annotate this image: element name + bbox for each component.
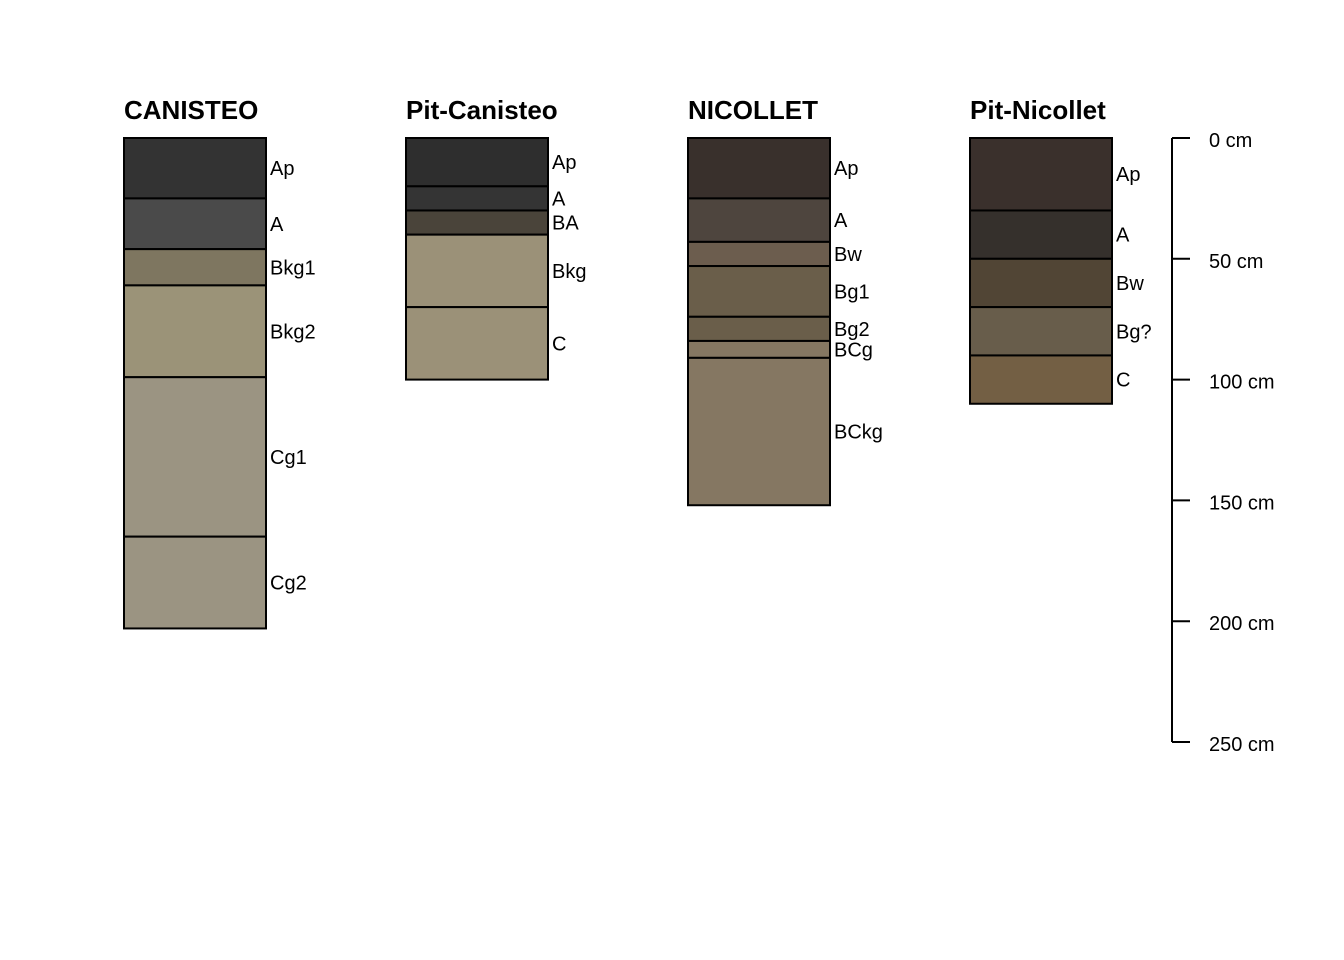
horizon-bw: [687, 240, 831, 268]
horizon-ap: [687, 137, 831, 200]
profile-pit-canisteo: Pit-Canisteo Ap A BA Bkg C: [405, 95, 586, 381]
depth-tick-label: 0 cm: [1209, 130, 1252, 152]
horizon-bckg: [687, 356, 831, 507]
horizon-bg1: [687, 265, 831, 318]
horizon-bcg: [687, 339, 831, 359]
horizon-cg2: [123, 535, 267, 630]
horizon-label: Bw: [834, 244, 862, 266]
horizon-ap: [969, 137, 1113, 212]
depth-tick-label: 200 cm: [1209, 613, 1275, 635]
horizon-a: [687, 197, 831, 243]
depth-tick-label: 250 cm: [1209, 734, 1275, 756]
horizon-label: A: [270, 214, 284, 236]
horizon-label: Cg1: [270, 447, 307, 469]
profile-name: Pit-Canisteo: [406, 95, 558, 125]
horizon-label: Bg?: [1116, 321, 1152, 343]
horizon-label: Ap: [270, 158, 294, 180]
horizon-label: Cg2: [270, 573, 307, 595]
profiles-layer: CANISTEO Ap A Bkg1 Bkg2 Cg1 Cg2 Pit-Canisteo Ap A…: [123, 95, 1152, 630]
horizon-bkg1: [123, 248, 267, 287]
horizon-label: Ap: [1116, 164, 1140, 186]
horizon-label: Ap: [552, 152, 576, 174]
depth-tick-label: 50 cm: [1209, 251, 1263, 273]
profile-name: CANISTEO: [124, 95, 258, 125]
horizon-bg2: [687, 315, 831, 342]
horizon-cg1: [123, 376, 267, 538]
horizon-c: [969, 354, 1113, 405]
horizon-label: BCg: [834, 339, 873, 361]
horizon-c: [405, 306, 549, 381]
horizon-label: Bkg1: [270, 257, 316, 279]
horizon-bkg: [405, 233, 549, 309]
horizon-label: A: [834, 210, 848, 232]
horizon-ap: [405, 137, 549, 188]
horizon-label: Bkg: [552, 261, 586, 283]
horizon-label: Bg1: [834, 281, 870, 303]
horizon-label: A: [1116, 225, 1130, 247]
horizon-label: C: [1116, 370, 1130, 392]
profile-name: NICOLLET: [688, 95, 818, 125]
horizon-label: C: [552, 333, 566, 355]
horizon-label: BCkg: [834, 422, 883, 444]
horizon-ba: [405, 209, 549, 236]
horizon-bkg2: [123, 284, 267, 379]
horizon-a: [405, 185, 549, 212]
profile-pit-nicollet: Pit-Nicollet Ap A Bw Bg? C: [969, 95, 1152, 405]
horizon-label: Ap: [834, 158, 858, 180]
horizon-label: Bg2: [834, 319, 870, 341]
horizon-ap: [123, 137, 267, 200]
depth-tick-label: 150 cm: [1209, 492, 1275, 514]
horizon-a: [969, 209, 1113, 260]
horizon-label: BA: [552, 213, 579, 235]
horizon-bg: [969, 306, 1113, 357]
profile-canisteo: CANISTEO Ap A Bkg1 Bkg2 Cg1 Cg2: [123, 95, 316, 630]
horizon-label: A: [552, 188, 566, 210]
horizon-bw: [969, 257, 1113, 309]
horizon-label: Bw: [1116, 273, 1144, 295]
depth-tick-label: 100 cm: [1209, 372, 1275, 394]
profile-name: Pit-Nicollet: [970, 95, 1106, 125]
horizon-label: Bkg2: [270, 321, 316, 343]
horizon-a: [123, 197, 267, 251]
depth-axis: 0 cm 50 cm 100 cm 150 cm 200 cm 250 cm: [1171, 130, 1275, 756]
